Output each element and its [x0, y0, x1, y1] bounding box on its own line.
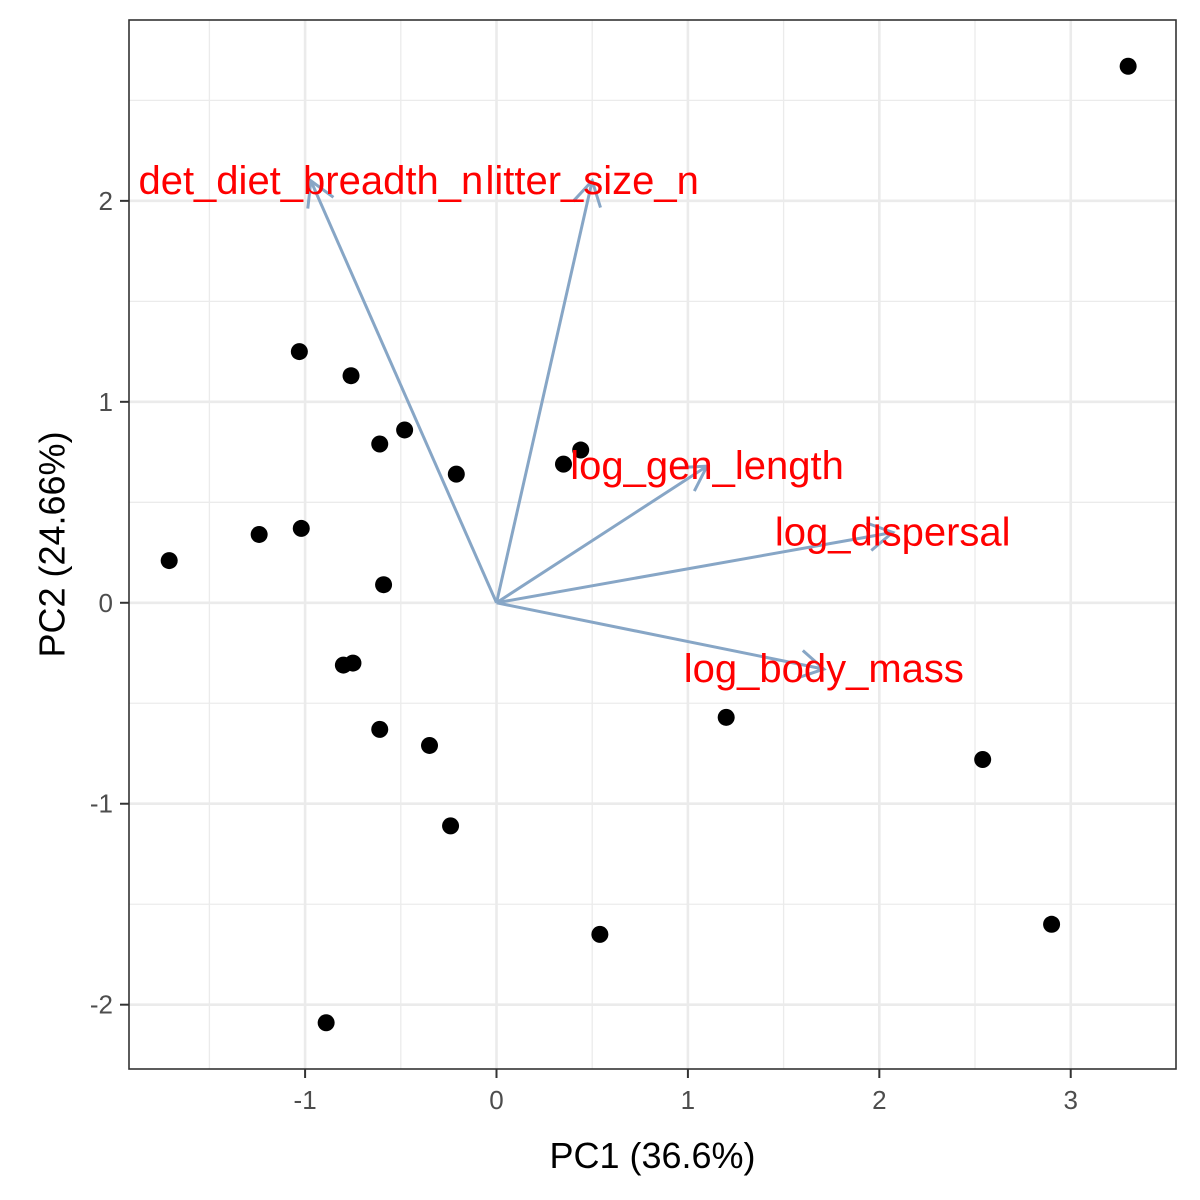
x-tick-label: -1	[294, 1085, 317, 1115]
loading-arrow-shaft	[495, 180, 594, 604]
loading-arrow-shaft	[496, 601, 825, 671]
loading-label: litter_size_n	[485, 159, 698, 203]
score-point	[974, 751, 992, 769]
score-point	[317, 1014, 335, 1032]
x-tick-label: 1	[681, 1085, 695, 1115]
score-point	[371, 435, 389, 453]
loading-arrow-head	[572, 177, 602, 208]
score-point	[1043, 915, 1061, 933]
score-point	[396, 421, 414, 439]
score-point	[371, 720, 389, 738]
minor-gridlines	[129, 20, 1176, 1069]
loading-arrows	[306, 177, 896, 680]
x-tick-label: 2	[872, 1085, 886, 1115]
loading-arrow-shaft	[496, 530, 893, 605]
x-axis-ticks: -1 0 1 2 3	[294, 1069, 1078, 1115]
score-point	[717, 708, 735, 726]
loading-arrow	[495, 177, 602, 604]
loading-label: log_body_mass	[684, 647, 964, 691]
loading-arrow	[496, 601, 827, 680]
loading-label: log_gen_length	[570, 444, 844, 488]
score-point	[447, 465, 465, 483]
y-tick-label: 1	[99, 387, 113, 417]
loading-label: log_dispersal	[775, 510, 1011, 554]
y-tick-label: -1	[90, 789, 113, 819]
x-axis-title: PC1 (36.6%)	[549, 1135, 755, 1176]
score-point	[344, 654, 362, 672]
loading-arrow-head	[679, 464, 710, 492]
loading-label: det_diet_breadth_n	[138, 159, 483, 203]
score-point	[442, 817, 460, 835]
loading-arrow-head	[306, 178, 335, 209]
loading-arrow	[495, 464, 710, 605]
score-point	[375, 576, 393, 594]
score-point	[421, 736, 439, 754]
y-tick-label: 2	[99, 186, 113, 216]
score-point	[250, 525, 268, 543]
loading-arrow-head	[796, 649, 827, 680]
y-axis-title: PC2 (24.66%)	[32, 431, 73, 657]
score-point	[342, 367, 360, 385]
y-axis-ticks: -2 -1 0 1 2	[90, 186, 129, 1020]
score-point	[160, 552, 178, 570]
score-point	[591, 925, 609, 943]
score-point	[572, 441, 590, 459]
loading-arrow-shaft	[309, 180, 498, 604]
loading-arrow-head	[865, 521, 896, 552]
y-tick-label: 0	[99, 588, 113, 618]
x-tick-label: 3	[1063, 1085, 1077, 1115]
score-point	[292, 519, 310, 537]
loading-arrow	[496, 521, 896, 605]
loading-labels: det_diet_breadth_n litter_size_n log_gen_l…	[138, 159, 1010, 691]
score-point	[290, 343, 308, 361]
x-tick-label: 0	[489, 1085, 503, 1115]
loading-arrow-shaft	[495, 464, 708, 605]
score-point	[1119, 57, 1137, 75]
score-point	[554, 455, 572, 473]
score-points	[160, 57, 1137, 1032]
y-tick-label: -2	[90, 990, 113, 1020]
panel-border	[128, 19, 1177, 1070]
loading-arrow	[306, 178, 498, 604]
